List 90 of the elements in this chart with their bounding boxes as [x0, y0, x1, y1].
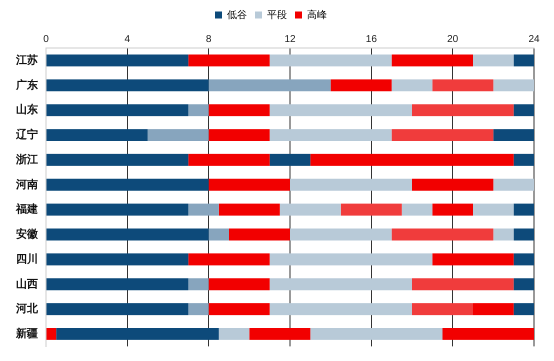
y-tick-label: 新疆: [15, 327, 38, 340]
x-tick-label: 12: [284, 34, 296, 45]
bar: [208, 303, 270, 316]
bar: [188, 253, 270, 266]
x-tick-label: 8: [206, 34, 212, 45]
x-tick-label: 24: [528, 34, 540, 45]
bar: [514, 154, 534, 166]
y-tick-label: 广东: [15, 78, 38, 92]
x-tick-label: 0: [43, 34, 50, 45]
bar: [188, 54, 270, 66]
legend-label: 平段: [267, 8, 287, 21]
bar: [208, 104, 270, 116]
bar: [46, 104, 188, 116]
x-tick-label: 4: [124, 34, 131, 45]
bar: [188, 278, 209, 290]
bar: [412, 104, 514, 116]
bar: [56, 328, 219, 340]
bar: [493, 228, 514, 240]
bar: [46, 328, 56, 340]
bar: [188, 154, 270, 166]
bar: [270, 104, 412, 116]
bar: [46, 303, 188, 316]
y-tick-label: 江苏: [15, 53, 38, 66]
bar: [270, 54, 392, 66]
bar: [270, 303, 412, 316]
y-tick-label: 山东: [16, 103, 38, 116]
bar: [493, 79, 534, 92]
y-tick-label: 山西: [16, 277, 38, 290]
bar: [514, 253, 534, 266]
bar: [392, 228, 494, 240]
x-tick-label: 20: [447, 34, 459, 45]
bar: [432, 204, 473, 216]
bar: [514, 303, 534, 316]
bar: [208, 79, 331, 92]
bar: [280, 204, 341, 216]
bar: [392, 129, 494, 141]
bar: [208, 129, 270, 141]
y-tick-label: 四川: [16, 252, 38, 266]
bar: [229, 228, 290, 240]
bar: [493, 178, 534, 191]
bar: [514, 278, 534, 290]
bar: [270, 154, 310, 166]
bar: [412, 278, 514, 290]
y-tick-label: 福建: [15, 202, 38, 216]
bar: [46, 278, 188, 290]
bar: [493, 129, 534, 141]
bar: [208, 278, 270, 290]
bar: [188, 303, 209, 316]
bar: [46, 178, 209, 191]
bar: [148, 129, 209, 141]
y-tick-label: 河南: [15, 178, 38, 191]
legend-label: 低谷: [227, 8, 247, 21]
bar: [290, 228, 392, 240]
bar: [514, 104, 534, 116]
bar: [188, 204, 219, 216]
y-tick-label: 河北: [15, 302, 39, 316]
bar: [290, 178, 412, 191]
bar: [46, 204, 188, 216]
bar: [514, 204, 534, 216]
bar: [473, 204, 514, 216]
bar: [46, 154, 188, 166]
bar: [270, 253, 432, 266]
bar: [208, 178, 290, 191]
bar: [330, 79, 392, 92]
bar: [392, 79, 432, 92]
bar: [412, 303, 473, 316]
y-tick-label: 辽宁: [15, 128, 38, 142]
bar: [514, 228, 534, 240]
bar: [46, 228, 209, 240]
bar: [46, 79, 209, 92]
bar: [46, 54, 188, 66]
bar: [402, 204, 432, 216]
bar: [249, 328, 310, 340]
legend-label: 高峰: [307, 8, 327, 21]
y-tick-label: 安徽: [16, 228, 39, 241]
bar: [46, 129, 148, 141]
bar: [188, 104, 209, 116]
bar: [473, 303, 514, 316]
x-tick-label: 16: [366, 34, 378, 45]
bar: [340, 204, 402, 216]
bar: [218, 204, 280, 216]
bar: [310, 328, 442, 340]
bar: [208, 228, 229, 240]
bar: [432, 79, 494, 92]
bar: [473, 54, 514, 66]
y-tick-label: 浙江: [15, 152, 38, 166]
bar: [46, 253, 188, 266]
bar: [270, 278, 412, 290]
bar: [270, 129, 392, 141]
bar: [514, 54, 534, 66]
